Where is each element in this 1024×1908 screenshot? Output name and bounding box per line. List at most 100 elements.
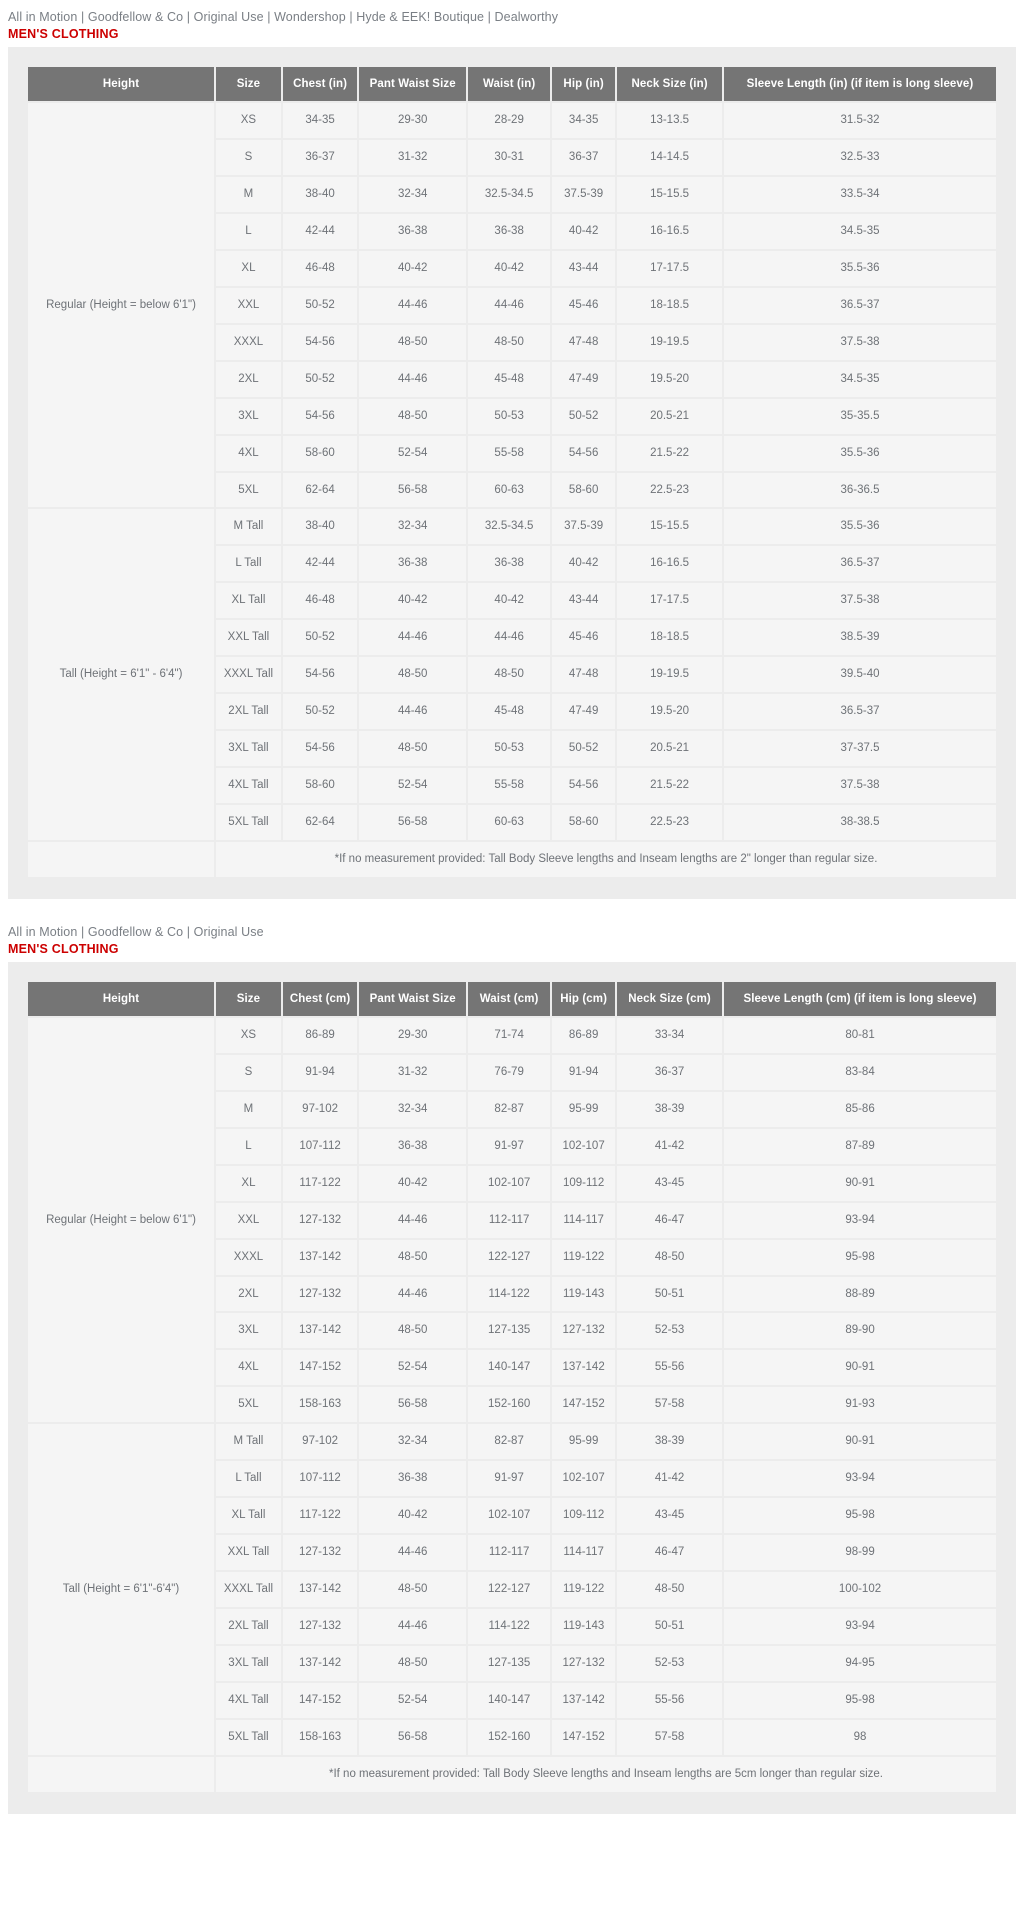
cell-waist: 44-46: [468, 620, 551, 656]
table-row: S 36-37 31-32 30-31 36-37 14-14.5 32.5-33: [28, 140, 996, 175]
cell-size: XS: [216, 103, 281, 139]
brand-list: All in Motion | Goodfellow & Co | Origin…: [8, 10, 559, 24]
column-header-waist: Waist (in): [468, 66, 551, 102]
cell-sleeve-length: 90-91: [724, 1165, 996, 1201]
cell-chest: 97-102: [282, 1424, 358, 1460]
cell-chest: 147-152: [282, 1682, 358, 1718]
cell-waist: 45-48: [468, 694, 551, 730]
cell-hip: 58-60: [552, 804, 616, 840]
table-row: XXL Tall 127-132 44-46 112-117 114-117 46-47 9…: [28, 1535, 996, 1570]
table-row: XXXL 137-142 48-50 122-127 119-122 48-50 95-98: [28, 1239, 996, 1275]
cell-chest: 117-122: [282, 1165, 358, 1201]
cell-size: XXL: [216, 287, 281, 323]
column-header-pant: Pant Waist Size: [359, 981, 467, 1016]
cell-pant-waist: 36-38: [359, 1461, 467, 1497]
cell-sleeve-length: 98-99: [724, 1535, 996, 1570]
cell-neck: 19.5-20: [617, 694, 723, 730]
cell-hip: 45-46: [552, 620, 616, 656]
cell-pant-waist: 40-42: [359, 250, 467, 286]
cell-waist: 40-42: [468, 583, 551, 619]
cell-hip: 37.5-39: [552, 177, 616, 212]
footnote-row: *If no measurement provided: Tall Body S…: [28, 841, 996, 877]
cell-chest: 137-142: [282, 1572, 358, 1607]
cell-pant-waist: 56-58: [359, 1387, 467, 1423]
cell-hip: 114-117: [552, 1202, 616, 1238]
cell-size: 4XL: [216, 435, 281, 471]
cell-waist: 122-127: [468, 1239, 551, 1275]
cell-sleeve-length: 36.5-37: [724, 546, 996, 582]
cell-neck: 38-39: [617, 1424, 723, 1460]
cell-waist: 152-160: [468, 1719, 551, 1755]
table-row: M 97-102 32-34 82-87 95-99 38-39 85-86: [28, 1091, 996, 1127]
cell-chest: 137-142: [282, 1313, 358, 1349]
cell-chest: 58-60: [282, 435, 358, 471]
cell-chest: 38-40: [282, 177, 358, 212]
cell-pant-waist: 56-58: [359, 1719, 467, 1755]
cell-waist: 48-50: [468, 657, 551, 693]
cell-sleeve-length: 93-94: [724, 1608, 996, 1644]
cell-sleeve-length: 93-94: [724, 1461, 996, 1497]
cell-sleeve-length: 36-36.5: [724, 472, 996, 508]
cell-waist: 60-63: [468, 472, 551, 508]
cell-waist: 82-87: [468, 1091, 551, 1127]
cell-pant-waist: 29-30: [359, 103, 467, 139]
cell-hip: 119-143: [552, 1276, 616, 1312]
cell-neck: 46-47: [617, 1202, 723, 1238]
cell-size: L Tall: [216, 546, 281, 582]
table-row: 5XL 62-64 56-58 60-63 58-60 22.5-23 36-36.5: [28, 472, 996, 508]
table-row: L Tall 42-44 36-38 36-38 40-42 16-16.5 36.5-37: [28, 546, 996, 582]
cell-sleeve-length: 85-86: [724, 1091, 996, 1127]
cell-waist: 82-87: [468, 1424, 551, 1460]
cell-pant-waist: 48-50: [359, 731, 467, 766]
cell-pant-waist: 29-30: [359, 1017, 467, 1053]
cell-pant-waist: 44-46: [359, 1608, 467, 1644]
cell-size: XS: [216, 1017, 281, 1053]
cell-chest: 127-132: [282, 1202, 358, 1238]
cell-neck: 50-51: [617, 1276, 723, 1312]
cell-size: 3XL Tall: [216, 1645, 281, 1681]
cell-pant-waist: 40-42: [359, 583, 467, 619]
cell-sleeve-length: 100-102: [724, 1572, 996, 1607]
height-group-label: Tall (Height = 6'1"-6'4"): [28, 1424, 215, 1755]
cell-hip: 50-52: [552, 731, 616, 766]
cell-size: XXL: [216, 1202, 281, 1238]
cell-chest: 158-163: [282, 1719, 358, 1755]
cell-sleeve-length: 83-84: [724, 1054, 996, 1090]
table-row: 2XL 50-52 44-46 45-48 47-49 19.5-20 34.5-35: [28, 361, 996, 397]
cell-hip: 91-94: [552, 1054, 616, 1090]
cell-hip: 36-37: [552, 140, 616, 175]
cell-waist: 40-42: [468, 250, 551, 286]
column-header-height: Height: [28, 66, 215, 102]
cell-size: XXXL: [216, 1239, 281, 1275]
cell-chest: 107-112: [282, 1461, 358, 1497]
cell-hip: 147-152: [552, 1719, 616, 1755]
cell-hip: 86-89: [552, 1017, 616, 1053]
cell-sleeve-length: 32.5-33: [724, 140, 996, 175]
cell-sleeve-length: 33.5-34: [724, 177, 996, 212]
cell-chest: 137-142: [282, 1239, 358, 1275]
cell-neck: 22.5-23: [617, 472, 723, 508]
cell-waist: 127-135: [468, 1645, 551, 1681]
table-row: XL 117-122 40-42 102-107 109-112 43-45 90-91: [28, 1165, 996, 1201]
table-header-row: Height Size Chest (in) Pant Waist Size Waist…: [28, 66, 996, 102]
table-row: XL Tall 117-122 40-42 102-107 109-112 43-45 95…: [28, 1498, 996, 1534]
cell-neck: 19.5-20: [617, 361, 723, 397]
cell-waist: 91-97: [468, 1461, 551, 1497]
cell-hip: 47-49: [552, 361, 616, 397]
cell-hip: 40-42: [552, 546, 616, 582]
table-row: S 91-94 31-32 76-79 91-94 36-37 83-84: [28, 1054, 996, 1090]
cell-chest: 50-52: [282, 694, 358, 730]
cell-chest: 46-48: [282, 250, 358, 286]
height-group-label: Tall (Height = 6'1" - 6'4"): [28, 509, 215, 840]
cell-sleeve-length: 38-38.5: [724, 804, 996, 840]
cell-neck: 50-51: [617, 1608, 723, 1644]
size-chart-section-in: All in Motion | Goodfellow & Co | Origin…: [0, 0, 1024, 899]
cell-chest: 117-122: [282, 1498, 358, 1534]
table-row: 3XL 54-56 48-50 50-53 50-52 20.5-21 35-35.5: [28, 398, 996, 434]
table-header-row: Height Size Chest (cm) Pant Waist Size Waist…: [28, 981, 996, 1016]
table-row: XXXL Tall 137-142 48-50 122-127 119-122 48-50…: [28, 1572, 996, 1607]
cell-waist: 122-127: [468, 1572, 551, 1607]
cell-pant-waist: 48-50: [359, 398, 467, 434]
cell-neck: 22.5-23: [617, 804, 723, 840]
table-row: M 38-40 32-34 32.5-34.5 37.5-39 15-15.5 33.5-3…: [28, 177, 996, 212]
